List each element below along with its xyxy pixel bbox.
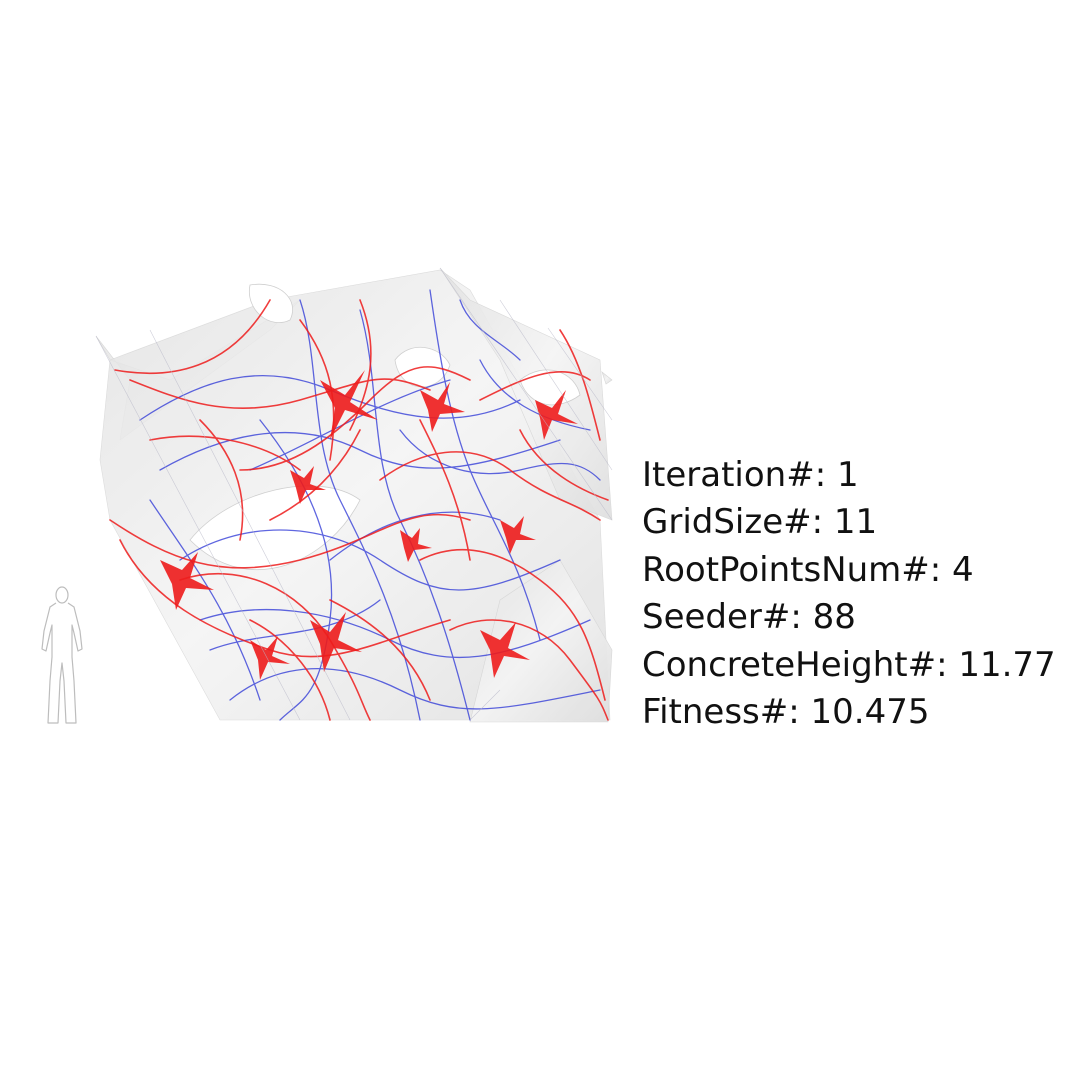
human-scale-figure: [41, 586, 83, 724]
readout-value: 10.475: [810, 691, 930, 732]
readout-concrete-height: ConcreteHeight#: 11.77: [642, 642, 1072, 689]
readout-grid-size: GridSize#: 11: [642, 499, 1072, 546]
readout-iteration: Iteration#: 1: [642, 452, 1072, 499]
readout-label: Iteration#:: [642, 455, 827, 495]
readout-fitness: Fitness#: 10.475: [642, 689, 1072, 736]
readout-label: GridSize#:: [642, 502, 824, 543]
parameter-readout: Iteration#: 1 GridSize#: 11 RootPointsNu…: [642, 452, 1072, 736]
readout-root-points-num: RootPointsNum#: 4: [642, 547, 1072, 594]
readout-value: 11: [833, 502, 878, 543]
shell-panels: [95, 267, 613, 723]
shell-openings: [189, 283, 581, 570]
readout-label: Seeder#:: [642, 597, 802, 638]
readout-label: Fitness#:: [642, 691, 800, 732]
red-junctions: [160, 370, 578, 680]
readout-label: RootPointsNum#:: [642, 549, 942, 590]
readout-seeder: Seeder#: 88: [642, 594, 1072, 641]
readout-label: ConcreteHeight#:: [642, 644, 948, 685]
outline-hatching: [95, 267, 613, 721]
red-strands: [109, 299, 609, 721]
readout-value: 88: [812, 597, 856, 638]
readout-value: 4: [952, 549, 974, 590]
readout-value: 11.77: [958, 644, 1056, 685]
readout-value: 1: [836, 455, 859, 495]
